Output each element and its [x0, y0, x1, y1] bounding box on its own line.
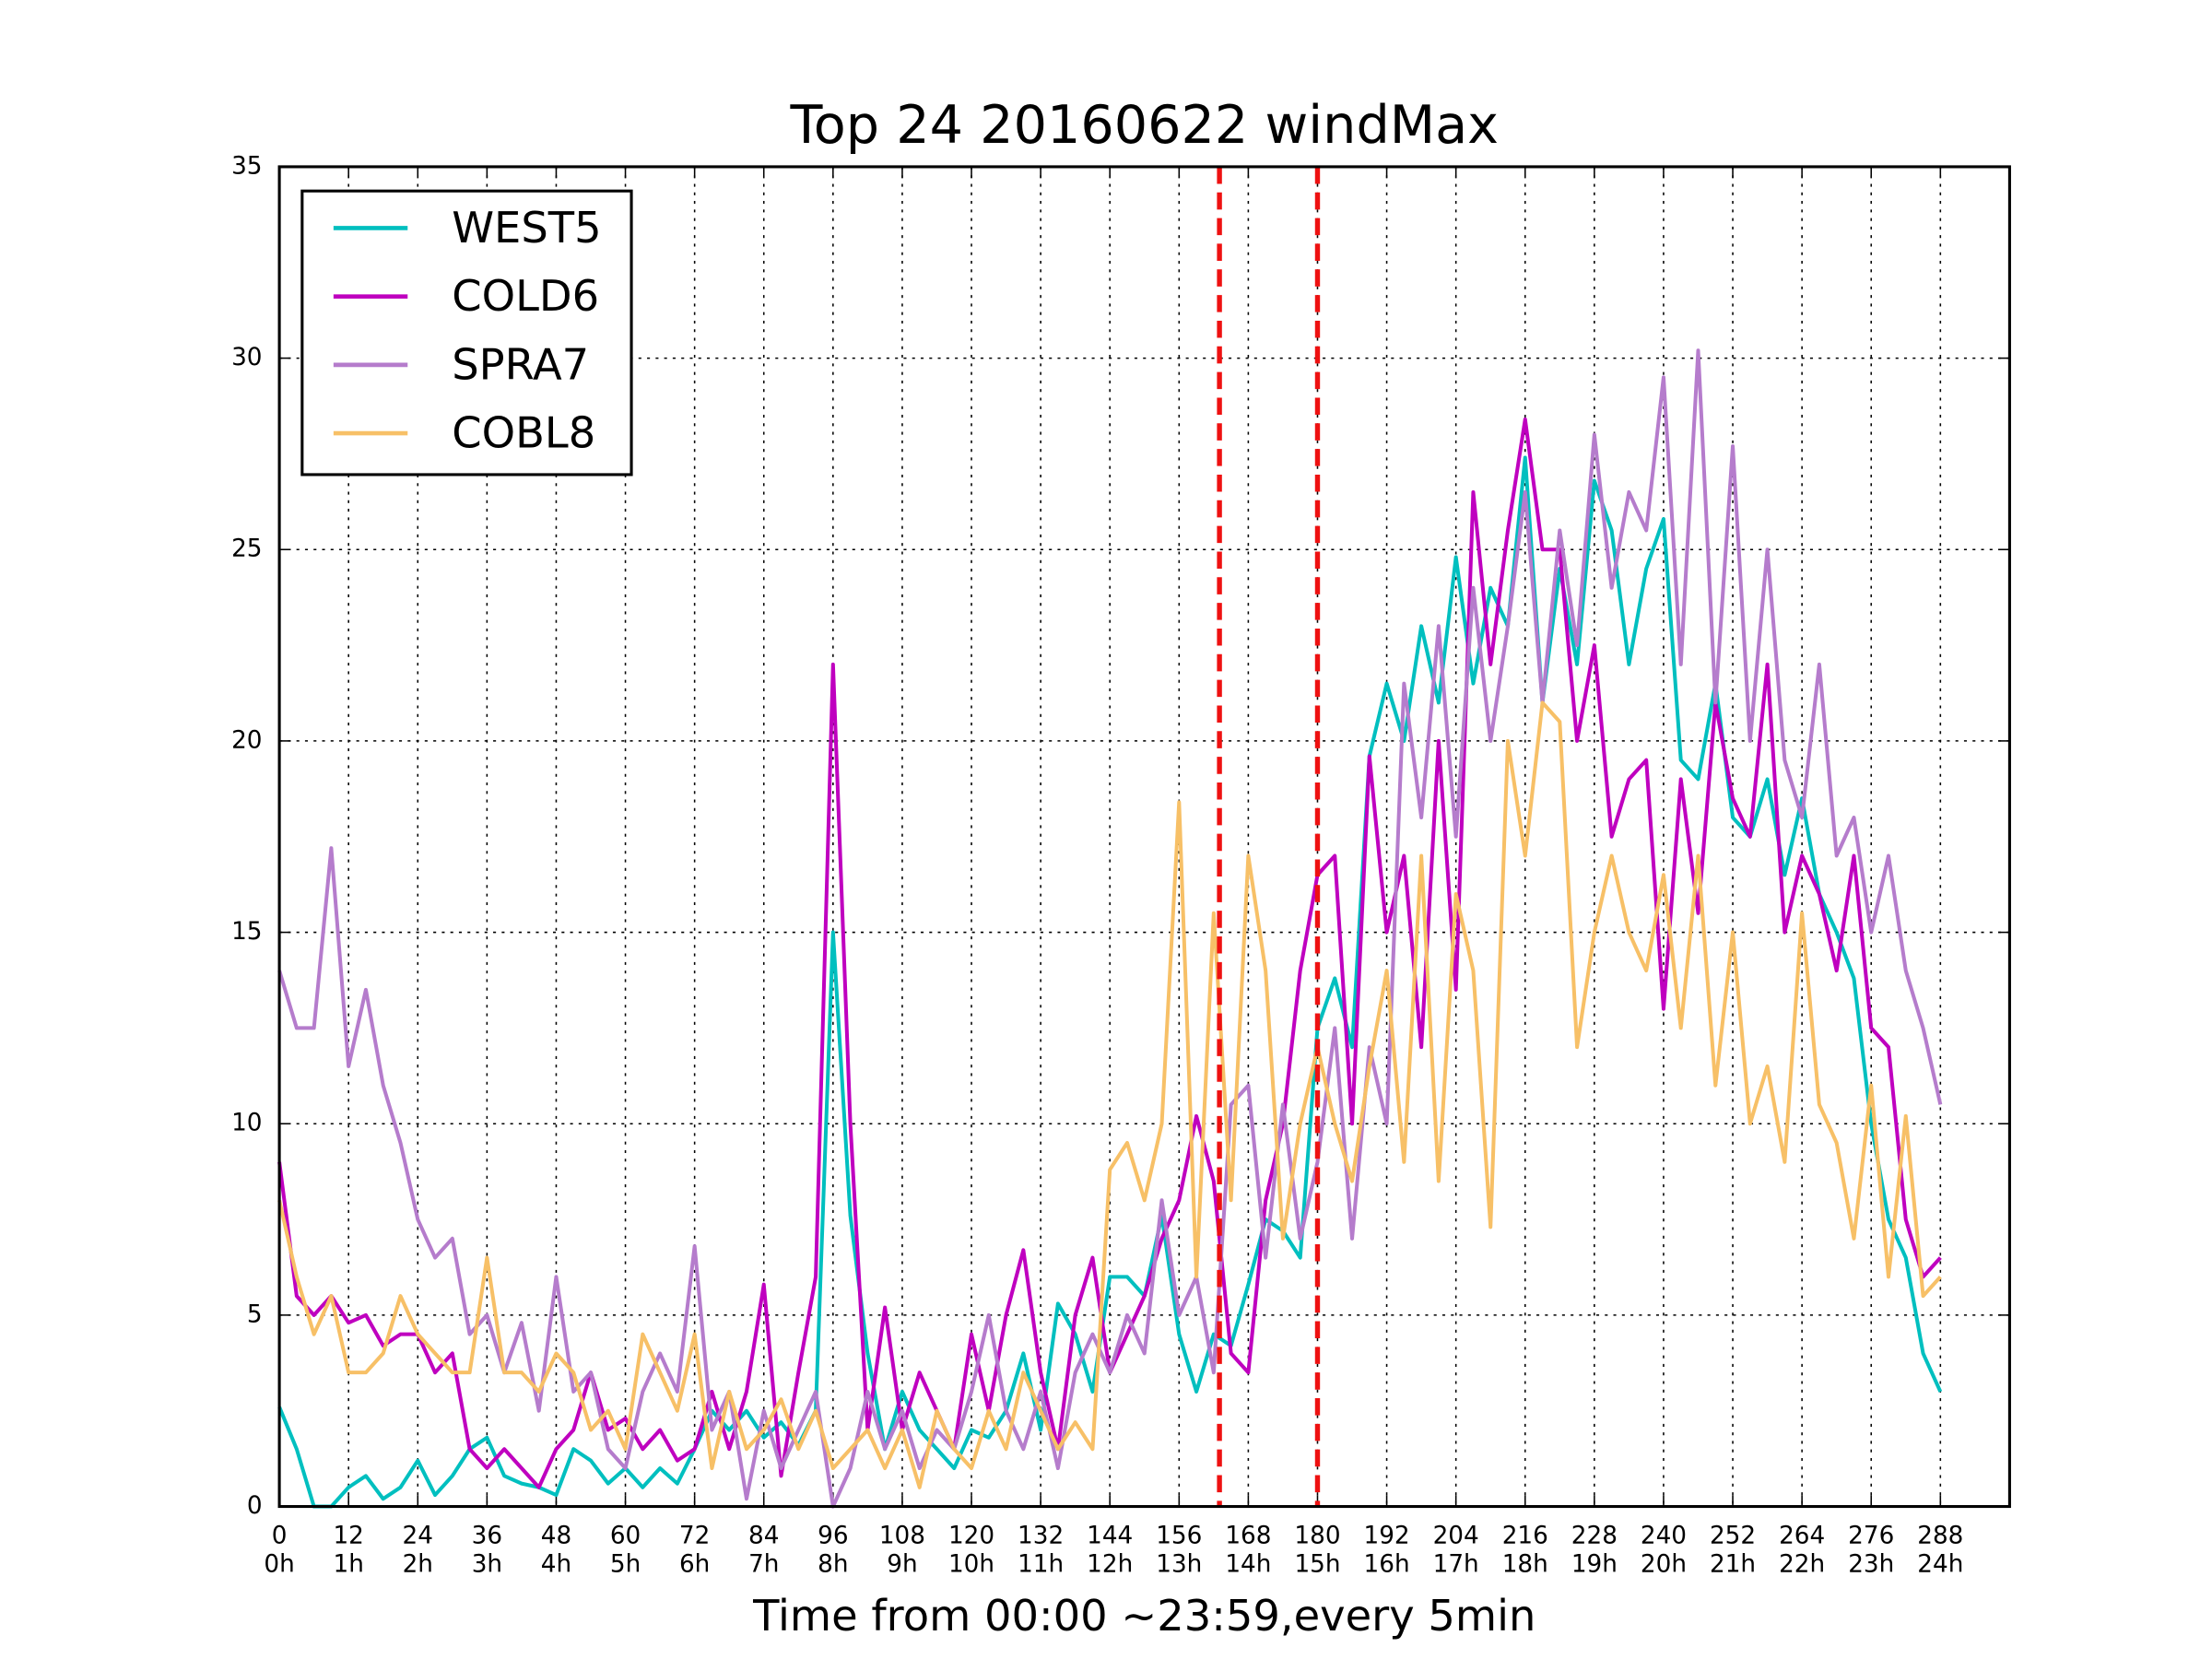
x-tick-hour-label: 13h — [1156, 1550, 1202, 1578]
x-tick-hour-label: 18h — [1502, 1550, 1548, 1578]
x-tick-label: 120 — [948, 1523, 994, 1550]
x-tick-hour-label: 11h — [1018, 1550, 1064, 1578]
x-tick-label: 204 — [1433, 1523, 1479, 1550]
x-tick-label: 132 — [1018, 1523, 1064, 1550]
legend-box — [300, 189, 633, 477]
x-tick-label: 228 — [1571, 1523, 1618, 1550]
y-tick-label: 30 — [231, 344, 262, 371]
x-tick-hour-label: 4h — [541, 1550, 571, 1578]
x-tick-hour-label: 3h — [472, 1550, 502, 1578]
legend-label: WEST5 — [452, 203, 601, 253]
x-tick-label: 96 — [818, 1523, 848, 1550]
x-tick-label: 144 — [1087, 1523, 1133, 1550]
x-axis-label: Time from 00:00 ~23:59,every 5min — [752, 1591, 1535, 1641]
legend-label: COLD6 — [452, 271, 599, 321]
x-tick-hour-label: 16h — [1364, 1550, 1410, 1578]
x-tick-hour-label: 1h — [334, 1550, 364, 1578]
x-tick-label: 276 — [1848, 1523, 1894, 1550]
x-tick-label: 24 — [403, 1523, 433, 1550]
x-tick-label: 264 — [1779, 1523, 1825, 1550]
legend-label: SPRA7 — [452, 339, 589, 389]
x-tick-label: 180 — [1294, 1523, 1340, 1550]
x-tick-label: 156 — [1156, 1523, 1202, 1550]
x-tick-label: 48 — [541, 1523, 571, 1550]
x-tick-hour-label: 23h — [1848, 1550, 1894, 1578]
x-tick-hour-label: 5h — [610, 1550, 641, 1578]
x-tick-hour-label: 20h — [1641, 1550, 1687, 1578]
y-tick-label: 35 — [231, 152, 262, 180]
x-tick-label: 84 — [748, 1523, 779, 1550]
x-tick-hour-label: 12h — [1087, 1550, 1133, 1578]
x-tick-label: 240 — [1641, 1523, 1687, 1550]
x-tick-label: 216 — [1502, 1523, 1548, 1550]
x-tick-label: 72 — [679, 1523, 710, 1550]
x-tick-hour-label: 10h — [948, 1550, 994, 1578]
x-tick-label: 192 — [1364, 1523, 1410, 1550]
x-tick-label: 252 — [1710, 1523, 1756, 1550]
x-tick-hour-label: 9h — [887, 1550, 917, 1578]
x-tick-hour-label: 15h — [1294, 1550, 1340, 1578]
data-line — [277, 348, 1943, 1509]
y-tick-label: 0 — [247, 1492, 263, 1520]
x-tick-label: 60 — [610, 1523, 641, 1550]
y-tick-label: 25 — [231, 535, 262, 563]
x-tick-label: 108 — [879, 1523, 925, 1550]
x-tick-hour-label: 19h — [1571, 1550, 1618, 1578]
x-tick-hour-label: 24h — [1917, 1550, 1963, 1578]
data-line — [277, 455, 1943, 1509]
data-line — [277, 700, 1942, 1489]
x-tick-hour-label: 0h — [264, 1550, 294, 1578]
x-tick-hour-label: 6h — [679, 1550, 710, 1578]
x-tick-label: 168 — [1225, 1523, 1271, 1550]
legend-label: COBL8 — [452, 408, 595, 458]
plot-frame — [277, 165, 2011, 1509]
x-tick-hour-label: 7h — [748, 1550, 779, 1578]
x-tick-hour-label: 17h — [1433, 1550, 1479, 1578]
y-tick-label: 10 — [231, 1110, 262, 1137]
x-tick-hour-label: 22h — [1779, 1550, 1825, 1578]
x-tick-label: 288 — [1917, 1523, 1963, 1550]
x-tick-label: 36 — [472, 1523, 502, 1550]
chart-title: Top 24 20160622 windMax — [789, 95, 1499, 156]
x-tick-hour-label: 21h — [1710, 1550, 1756, 1578]
x-tick-hour-label: 2h — [403, 1550, 433, 1578]
x-tick-label: 0 — [272, 1523, 288, 1550]
y-tick-label: 5 — [247, 1300, 263, 1328]
y-tick-label: 15 — [231, 918, 262, 946]
x-tick-hour-label: 14h — [1225, 1550, 1271, 1578]
x-tick-hour-label: 8h — [818, 1550, 848, 1578]
y-tick-label: 20 — [231, 726, 262, 754]
x-tick-label: 12 — [333, 1523, 363, 1550]
